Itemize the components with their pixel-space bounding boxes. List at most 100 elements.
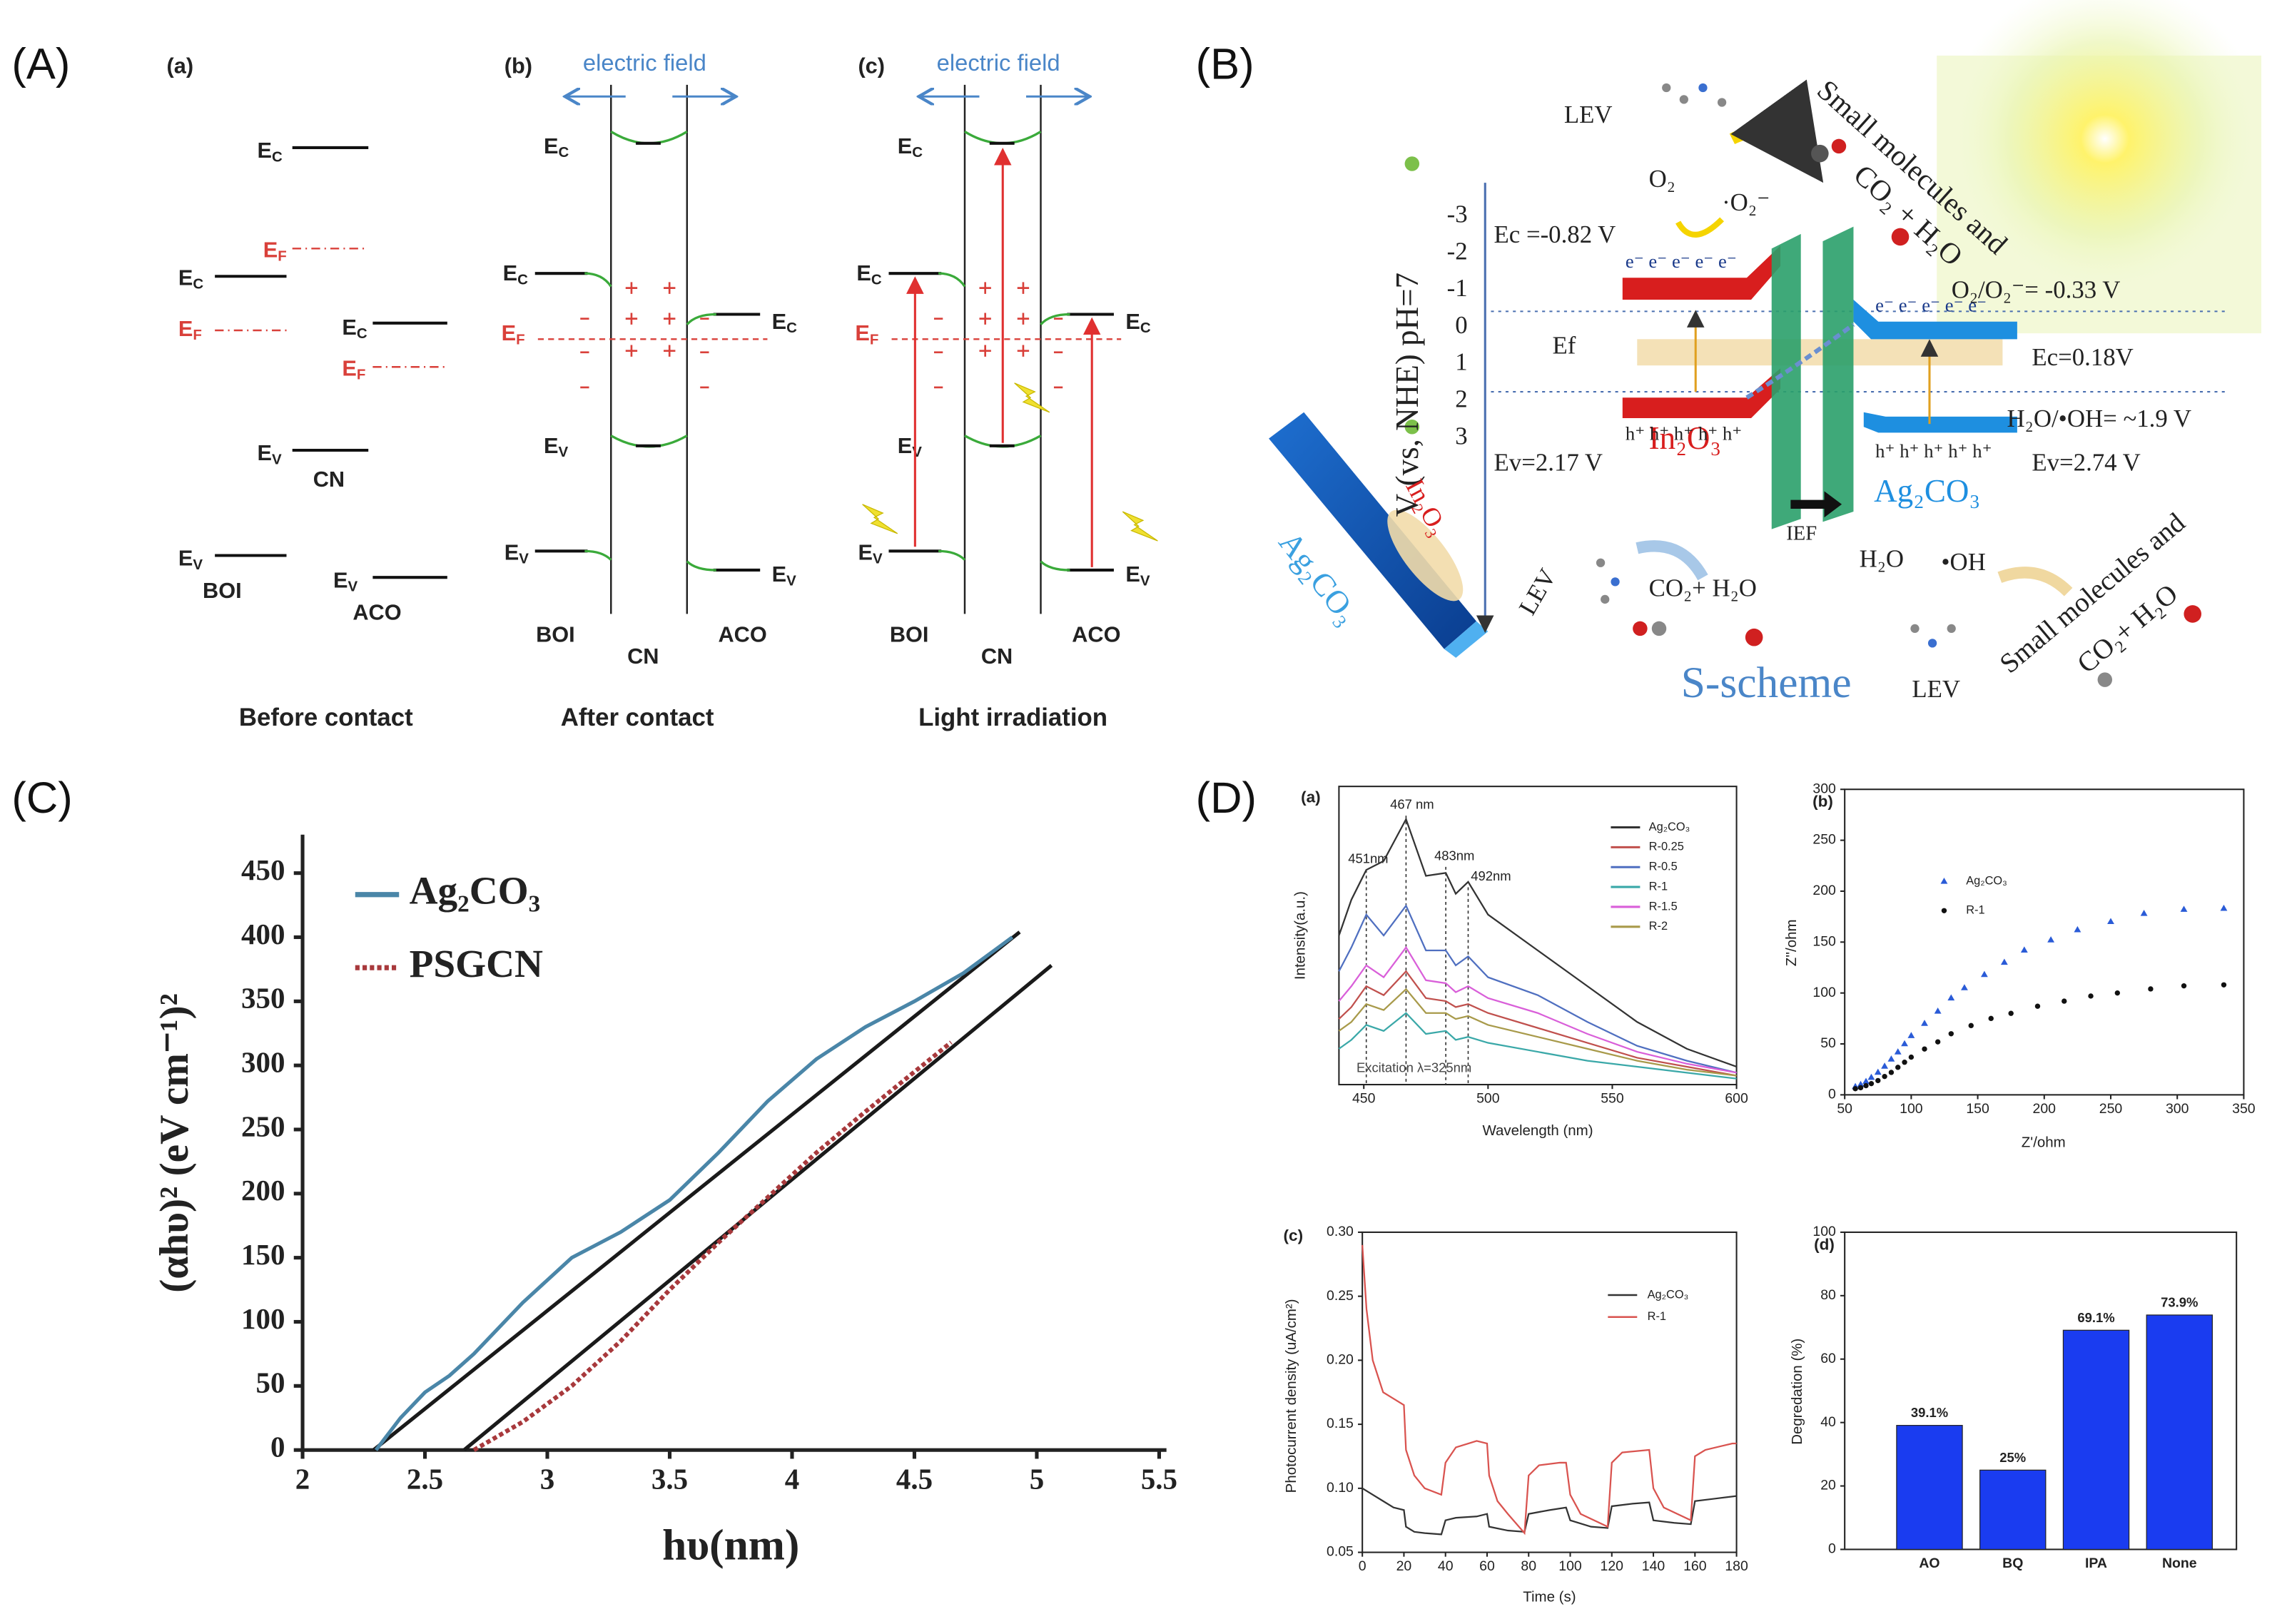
point — [1921, 1020, 1928, 1026]
series-line — [472, 1040, 953, 1452]
y-tick-label: 350 — [241, 982, 285, 1015]
point — [2220, 904, 2228, 911]
light-bolt — [1122, 511, 1158, 542]
value-label: 39.1% — [1911, 1405, 1948, 1420]
x-axis-label: hυ(nm) — [662, 1521, 799, 1570]
subpanel-label: (c) — [858, 53, 885, 78]
point — [2107, 918, 2114, 925]
label: Ec=0.18V — [2032, 343, 2133, 371]
bar — [1896, 1425, 1963, 1551]
legend-label: R-1 — [1648, 1310, 1666, 1323]
legend-label: R-0.25 — [1649, 841, 1684, 853]
level-symbol: E — [263, 238, 278, 263]
point — [1868, 1080, 1875, 1087]
band-bend — [1040, 560, 1070, 572]
level-label: EF — [342, 355, 365, 382]
value-label: 69.1% — [2077, 1310, 2114, 1325]
x-axis-label: Z'/ohm — [2022, 1134, 2066, 1150]
x-tick-label: 100 — [1558, 1558, 1582, 1574]
material-label: CN — [627, 644, 659, 669]
label: H₂O — [1860, 545, 1904, 573]
level-label: EC — [178, 265, 204, 292]
level-subscript: C — [272, 149, 283, 166]
material-label: ACO — [1072, 621, 1120, 646]
charge-plus — [979, 282, 991, 294]
level-label: EV — [178, 546, 203, 573]
material-label: BOI — [536, 621, 575, 646]
band-bend — [938, 549, 966, 561]
x-axis-label: Time (s) — [1523, 1588, 1576, 1605]
x-tick-label: 150 — [1966, 1101, 1989, 1117]
icon — [1404, 419, 1420, 435]
label: Ec =-0.82 V — [1494, 220, 1616, 248]
y-tick-label: 0.20 — [1327, 1352, 1354, 1368]
level-symbol: E — [503, 260, 518, 285]
y-tick-label: 200 — [241, 1174, 285, 1207]
fit-line — [372, 930, 1021, 1452]
point — [1857, 1085, 1864, 1091]
reaction-arrow — [1636, 540, 1708, 581]
y-tick-label: 80 — [1820, 1287, 1836, 1303]
legend-label: R-1 — [1649, 880, 1668, 893]
label: Ag₂CO₃ — [1874, 473, 1980, 509]
x-tick-label: 2.5 — [407, 1463, 443, 1496]
level-symbol: E — [772, 309, 787, 334]
level-symbol: E — [258, 440, 273, 465]
in2o3-coating — [1387, 509, 1464, 602]
band-bend — [584, 272, 612, 288]
point — [2088, 993, 2094, 999]
y-tick-label: 150 — [241, 1238, 285, 1271]
label: O₂/O₂⁻= -0.33 V — [1952, 276, 2121, 304]
x-tick-label: 60 — [1479, 1558, 1495, 1574]
label: Ag₂CO₃ — [1272, 525, 1366, 631]
y-tick-label: 0 — [1828, 1087, 1836, 1102]
y-axis-label: Photocurrent density (uA/cm²) — [1283, 1299, 1299, 1493]
legend-label: Ag₂CO₃ — [1649, 821, 1690, 833]
point — [1947, 994, 1955, 1001]
charge-plus — [625, 282, 638, 294]
point — [2047, 936, 2055, 943]
x-tick-label: 250 — [2099, 1101, 2123, 1117]
point — [1863, 1082, 1869, 1089]
label: LEV — [1513, 564, 1562, 619]
axis-tick-label: 1 — [1455, 348, 1467, 376]
band-bend — [584, 549, 612, 561]
charge-plus — [1017, 313, 1030, 325]
point — [2062, 998, 2067, 1004]
x-tick-label: 0 — [1359, 1558, 1366, 1574]
y-tick-label: 0.05 — [1327, 1544, 1354, 1560]
y-tick-label: 0.25 — [1327, 1288, 1354, 1304]
level-symbol: E — [502, 320, 517, 345]
x-tick-label: 140 — [1642, 1558, 1665, 1574]
x-tick-label: 450 — [1352, 1091, 1376, 1107]
charge-plus — [664, 345, 676, 357]
reaction-arrow — [1675, 217, 1724, 238]
legend-label: R-1.5 — [1649, 900, 1678, 913]
level-subscript: F — [193, 328, 202, 344]
level-subscript: F — [357, 367, 366, 383]
y-tick-label: 250 — [241, 1110, 285, 1142]
subpanel-label: (c) — [1284, 1227, 1304, 1244]
y-tick-label: 50 — [1820, 1035, 1836, 1051]
point — [1895, 1065, 1901, 1070]
carrier-label: e⁻ e⁻ e⁻ e⁻ e⁻ — [1875, 294, 1987, 315]
point — [1968, 1022, 1974, 1029]
level-subscript: F — [516, 332, 525, 348]
panel-label: (A) — [11, 40, 70, 89]
y-tick-label: 400 — [241, 918, 285, 950]
level-subscript: C — [1140, 320, 1151, 336]
point — [1874, 1068, 1882, 1075]
level-symbol: E — [342, 355, 357, 380]
subpanel-label: (a) — [1301, 788, 1321, 806]
ief-arrow — [1790, 491, 1842, 518]
caption: After contact — [561, 704, 714, 731]
x-tick-label: IPA — [2085, 1556, 2107, 1571]
level-symbol: E — [1125, 562, 1140, 587]
level-symbol: E — [178, 265, 193, 290]
ag2co3-vb — [1863, 412, 2017, 433]
level-symbol: E — [898, 133, 912, 158]
y-tick-label: 40 — [1820, 1414, 1836, 1430]
field-label: electric field — [937, 49, 1060, 76]
chart: 450 500 550 600 Wavelength (nm) Intensity(a.u… — [1292, 786, 1748, 1139]
material-label: ACO — [718, 621, 766, 646]
